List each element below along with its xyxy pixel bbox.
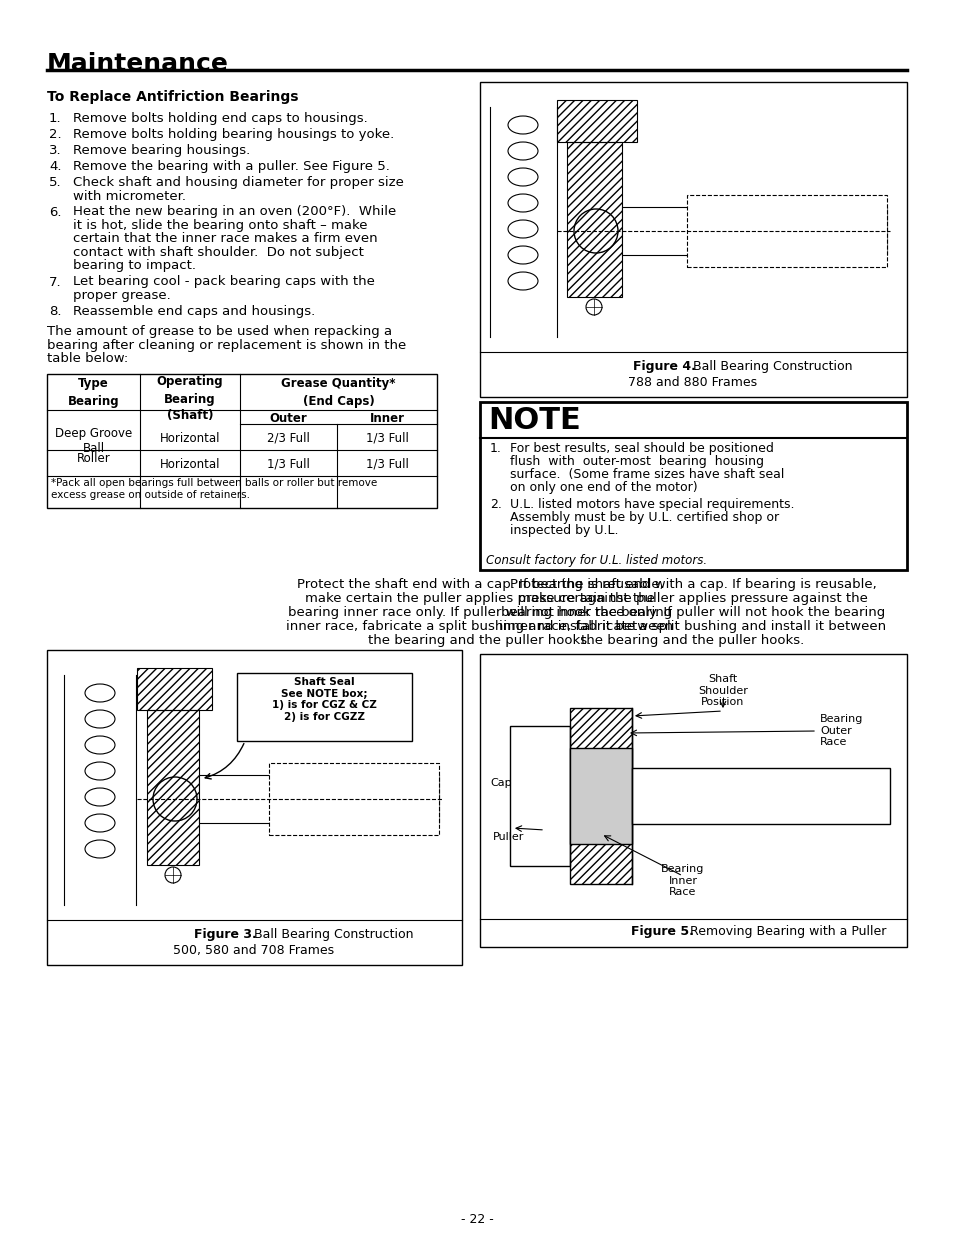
Bar (621, 207, 886, 254)
Text: Shaft Seal
See NOTE box;
1) is for CGZ & CZ
2) is for CGZZ: Shaft Seal See NOTE box; 1) is for CGZ &… (272, 677, 376, 721)
Text: 500, 580 and 708 Frames: 500, 580 and 708 Frames (173, 944, 335, 957)
Text: Maintenance: Maintenance (47, 52, 229, 77)
Text: 5.: 5. (49, 177, 62, 189)
Text: inner race, fabricate a split bushing and install it between: inner race, fabricate a split bushing an… (499, 620, 885, 634)
Bar (47, 373, 436, 508)
Text: Protect the shaft end with a cap. If bearing is reusable,: Protect the shaft end with a cap. If bea… (509, 578, 876, 592)
Text: certain that the inner race makes a firm even: certain that the inner race makes a firm… (73, 232, 377, 246)
Text: the bearing and the puller hooks.: the bearing and the puller hooks. (580, 634, 803, 647)
Text: Type
Bearing: Type Bearing (68, 378, 119, 408)
Text: with micrometer.: with micrometer. (73, 189, 186, 203)
Text: Inner: Inner (369, 411, 404, 425)
Text: inspected by U.L.: inspected by U.L. (510, 524, 618, 537)
Text: Check shaft and housing diameter for proper size: Check shaft and housing diameter for pro… (73, 177, 403, 189)
Text: For best results, seal should be positioned: For best results, seal should be positio… (510, 442, 773, 454)
Bar (269, 763, 438, 835)
Text: the bearing and the puller hooks.: the bearing and the puller hooks. (368, 634, 591, 647)
Bar (686, 195, 886, 267)
Text: Horizontal: Horizontal (159, 457, 220, 471)
Bar (510, 726, 569, 866)
Bar (236, 673, 412, 741)
Text: Outer: Outer (270, 411, 307, 425)
Text: Heat the new bearing in an oven (200°F).  While: Heat the new bearing in an oven (200°F).… (73, 205, 395, 219)
Bar (557, 100, 637, 142)
Text: Bearing
Inner
Race: Bearing Inner Race (660, 864, 704, 897)
Text: Assembly must be by U.L. certified shop or: Assembly must be by U.L. certified shop … (510, 511, 779, 524)
Text: Operating
Bearing
(Shaft): Operating Bearing (Shaft) (156, 375, 223, 422)
Text: 2.: 2. (490, 498, 501, 511)
Text: bearing to impact.: bearing to impact. (73, 259, 195, 273)
Text: flush  with  outer-most  bearing  housing: flush with outer-most bearing housing (510, 454, 763, 468)
Text: 2.: 2. (49, 128, 62, 141)
Text: Figure 3.: Figure 3. (193, 927, 256, 941)
Text: 3.: 3. (49, 144, 62, 157)
Text: 1.: 1. (490, 442, 501, 454)
Text: contact with shaft shoulder.  Do not subject: contact with shaft shoulder. Do not subj… (73, 246, 363, 259)
Text: 1/3 Full: 1/3 Full (365, 457, 408, 471)
Text: Puller: Puller (493, 832, 524, 842)
Text: Shaft
Shoulder
Position: Shaft Shoulder Position (698, 674, 747, 708)
Bar (569, 748, 631, 844)
Text: surface.  (Some frame sizes have shaft seal: surface. (Some frame sizes have shaft se… (510, 468, 783, 480)
Text: Remove bearing housings.: Remove bearing housings. (73, 144, 250, 157)
Text: 4.: 4. (49, 161, 61, 173)
Text: make certain the puller applies pressure against the: make certain the puller applies pressure… (517, 592, 867, 605)
Bar (47, 650, 461, 965)
Text: bearing inner race only. If puller will not hook the bearing: bearing inner race only. If puller will … (288, 606, 672, 619)
Text: 788 and 880 Frames: 788 and 880 Frames (628, 375, 757, 389)
Text: Bearing
Outer
Race: Bearing Outer Race (820, 714, 862, 747)
Text: Remove bolts holding end caps to housings.: Remove bolts holding end caps to housing… (73, 112, 367, 125)
Bar (569, 708, 631, 884)
Text: inner race, fabricate a split bushing and install it between: inner race, fabricate a split bushing an… (286, 620, 673, 634)
Bar (147, 710, 199, 864)
Text: Ball Bearing Construction: Ball Bearing Construction (684, 359, 852, 373)
Text: Horizontal: Horizontal (159, 431, 220, 445)
Text: 1/3 Full: 1/3 Full (365, 431, 408, 445)
Text: - 22 -: - 22 - (460, 1213, 493, 1226)
Text: bearing inner race only. If puller will not hook the bearing: bearing inner race only. If puller will … (500, 606, 884, 619)
Bar (479, 655, 906, 947)
Text: 2/3 Full: 2/3 Full (267, 431, 310, 445)
Text: 6.: 6. (49, 205, 61, 219)
Text: Removing Bearing with a Puller: Removing Bearing with a Puller (681, 925, 885, 939)
Text: bearing after cleaning or replacement is shown in the: bearing after cleaning or replacement is… (47, 338, 406, 352)
Text: Figure 4.: Figure 4. (633, 359, 695, 373)
Bar (137, 668, 212, 710)
Text: Cap: Cap (490, 778, 511, 788)
Text: To Replace Antifriction Bearings: To Replace Antifriction Bearings (47, 90, 298, 104)
Text: make certain the puller applies pressure against the: make certain the puller applies pressure… (305, 592, 655, 605)
Text: Remove bolts holding bearing housings to yoke.: Remove bolts holding bearing housings to… (73, 128, 394, 141)
Text: Grease Quantity*
(End Caps): Grease Quantity* (End Caps) (281, 378, 395, 408)
Text: it is hot, slide the bearing onto shaft – make: it is hot, slide the bearing onto shaft … (73, 219, 367, 232)
Text: Roller: Roller (76, 452, 111, 466)
Text: Ball Bearing Construction: Ball Bearing Construction (246, 927, 413, 941)
Text: Reassemble end caps and housings.: Reassemble end caps and housings. (73, 305, 314, 317)
Bar (199, 776, 438, 823)
Text: The amount of grease to be used when repacking a: The amount of grease to be used when rep… (47, 325, 392, 338)
Text: Let bearing cool - pack bearing caps with the: Let bearing cool - pack bearing caps wit… (73, 275, 375, 289)
Text: Remove the bearing with a puller. See Figure 5.: Remove the bearing with a puller. See Fi… (73, 161, 390, 173)
Bar (479, 403, 906, 571)
Text: on only one end of the motor): on only one end of the motor) (510, 480, 697, 494)
Text: U.L. listed motors have special requirements.: U.L. listed motors have special requirem… (510, 498, 794, 511)
Bar (566, 142, 621, 296)
Text: 8.: 8. (49, 305, 61, 317)
Text: 1.: 1. (49, 112, 62, 125)
Bar (479, 82, 906, 396)
Text: 1/3 Full: 1/3 Full (267, 457, 310, 471)
Text: Deep Groove
Ball: Deep Groove Ball (55, 426, 132, 456)
Text: table below:: table below: (47, 352, 128, 366)
Text: proper grease.: proper grease. (73, 289, 171, 303)
Text: 7.: 7. (49, 275, 62, 289)
Text: *Pack all open bearings full between balls or roller but remove
excess grease on: *Pack all open bearings full between bal… (51, 478, 376, 500)
Text: Protect the shaft end with a cap. If bearing is reusable,: Protect the shaft end with a cap. If bea… (296, 578, 662, 592)
Text: Consult factory for U.L. listed motors.: Consult factory for U.L. listed motors. (485, 555, 706, 567)
Text: NOTE: NOTE (488, 406, 580, 435)
Text: Figure 5.: Figure 5. (630, 925, 693, 939)
Bar (631, 768, 889, 824)
